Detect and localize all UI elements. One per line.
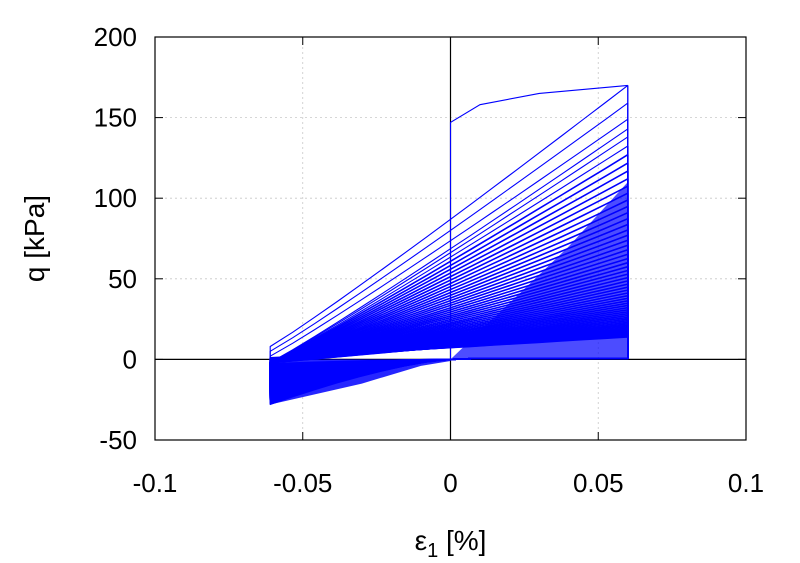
x-tick-label: 0 [443, 468, 457, 498]
extension-dense-region [270, 359, 451, 405]
x-tick-label: -0.1 [133, 468, 178, 498]
y-tick-label: -50 [99, 425, 137, 455]
y-tick-label: 0 [123, 344, 137, 374]
y-tick-label: 100 [94, 183, 137, 213]
x-axis-label-main: ε [415, 525, 427, 556]
x-tick-label: 0.1 [728, 468, 764, 498]
x-tick-label: 0.05 [573, 468, 624, 498]
initial-loading-path [449, 84, 628, 360]
data-series [269, 84, 629, 406]
y-axis-label: q [kPa] [19, 195, 50, 282]
axis-ticks: -0.1 -0.05 0 0.05 0.1 -50 0 50 100 150 200 [94, 22, 764, 498]
x-axis-label: ε1 [%] [415, 525, 487, 562]
y-tick-label: 50 [108, 264, 137, 294]
compression-dense-region [450, 182, 628, 360]
y-tick-label: 150 [94, 103, 137, 133]
x-axis-label-unit: [%] [438, 525, 486, 556]
x-tick-label: -0.05 [273, 468, 332, 498]
y-tick-label: 200 [94, 22, 137, 52]
x-axis-label-subscript: 1 [427, 540, 438, 562]
